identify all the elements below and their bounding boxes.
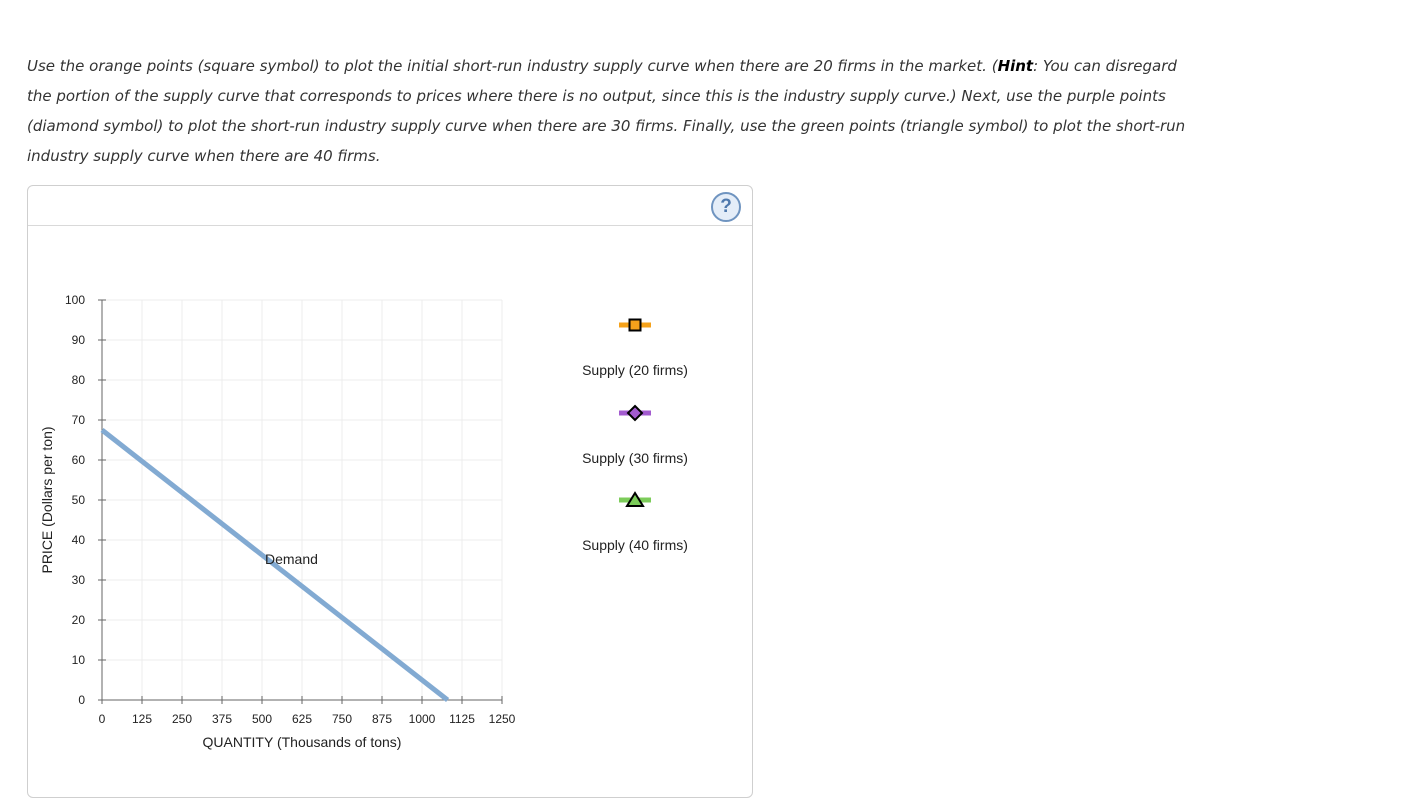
instructions-text: Use the orange points (square symbol) to… — [27, 51, 1187, 171]
y-tick-label: 10 — [72, 653, 86, 667]
triangle-marker-icon[interactable] — [625, 491, 645, 507]
y-tick-label: 80 — [72, 373, 86, 387]
square-marker-icon[interactable] — [628, 318, 642, 332]
x-tick-label: 750 — [332, 712, 352, 726]
x-tick-label: 125 — [132, 712, 152, 726]
x-axis-title: QUANTITY (Thousands of tons) — [203, 734, 402, 750]
panel-header: ? — [28, 186, 752, 226]
legend-item-2[interactable]: Supply (30 firms) — [582, 404, 688, 466]
x-tick-label: 0 — [99, 712, 106, 726]
x-tick-label: 375 — [212, 712, 232, 726]
legend-item-1[interactable]: Supply (20 firms) — [582, 318, 688, 379]
y-tick-label: 50 — [72, 493, 86, 507]
graph-panel: ? — [27, 185, 753, 798]
help-question-icon[interactable]: ? — [711, 192, 741, 222]
y-tick-label: 100 — [65, 293, 85, 307]
instructions-part2: : You can disregard the portion of the s… — [27, 57, 1186, 165]
y-tick-label: 90 — [72, 333, 86, 347]
x-tick-label: 875 — [372, 712, 392, 726]
instructions-part1: Use the orange points (square symbol) to… — [27, 57, 998, 75]
series-layer: Demand — [100, 428, 450, 702]
y-tick-label: 60 — [72, 453, 86, 467]
x-tick-label: 1250 — [489, 712, 516, 726]
x-tick-label: 1125 — [449, 712, 475, 726]
diamond-marker-icon[interactable] — [626, 404, 644, 422]
legend-label: Supply (20 firms) — [582, 362, 688, 378]
hint-label: Hint — [997, 57, 1034, 75]
y-tick-label: 30 — [72, 573, 86, 587]
legend-label: Supply (40 firms) — [582, 537, 688, 553]
x-tick-label: 625 — [292, 712, 312, 726]
legend-label: Supply (30 firms) — [582, 450, 688, 466]
y-axis-title: PRICE (Dollars per ton) — [39, 426, 55, 573]
y-tick-label: 20 — [72, 613, 86, 627]
x-tick-label: 1000 — [409, 712, 436, 726]
y-tick-label: 70 — [72, 413, 86, 427]
x-tick-label: 500 — [252, 712, 272, 726]
legend-layer[interactable]: Supply (20 firms) Supply (30 firms) Supply… — [582, 318, 688, 554]
grid-layer — [102, 299, 503, 700]
y-tick-label: 0 — [78, 693, 85, 707]
y-tick-label: 40 — [72, 533, 86, 547]
legend-item-3[interactable]: Supply (40 firms) — [582, 491, 688, 553]
x-tick-label: 250 — [172, 712, 192, 726]
demand-curve[interactable] — [100, 428, 450, 702]
demand-label: Demand — [265, 551, 318, 567]
